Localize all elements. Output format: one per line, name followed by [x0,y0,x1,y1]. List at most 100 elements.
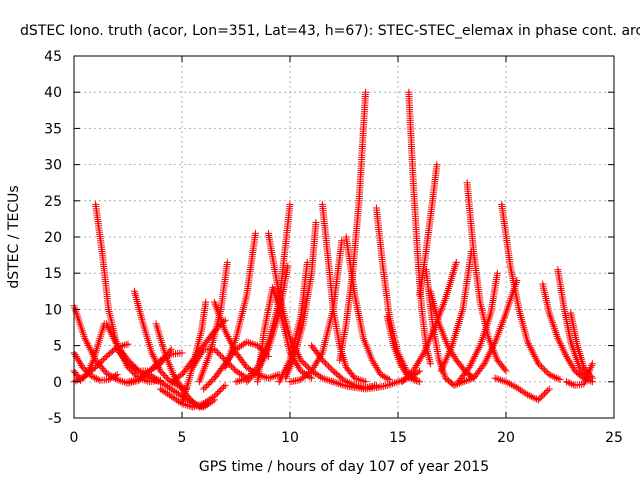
data-series [254,284,316,386]
data-point [243,338,251,346]
data-point [237,342,245,350]
data-point [130,370,138,378]
data-point [389,380,397,388]
axis-ticks [73,55,615,419]
data-point [215,350,223,358]
data-point [102,320,110,328]
data-series [459,276,521,386]
data-point [450,381,458,389]
data-point [286,334,294,342]
data-point [464,376,472,384]
data-point [74,356,82,364]
data-point [426,360,434,368]
data-point [525,392,533,400]
data-point [212,391,220,399]
data-point [490,340,498,348]
data-point [115,376,123,384]
data-point [311,369,319,377]
data-point [191,360,199,368]
data-series [329,367,424,393]
data-point [533,395,541,403]
data-point [541,366,549,374]
y-tick-label: 20 [44,230,62,246]
y-tick-label: 0 [53,375,62,391]
data-point [201,383,209,391]
data-point [236,377,244,385]
data-point [520,388,528,396]
data-point [95,360,103,368]
data-point [483,354,491,362]
data-point [409,376,417,384]
data-point [132,371,140,379]
data-point [189,403,197,411]
data-point [326,364,334,372]
data-point [513,384,521,392]
y-tick-label: 10 [44,302,62,318]
data-point [556,338,564,346]
data-point [165,391,173,399]
data-point [178,349,186,357]
data-point [315,372,323,380]
data-point [224,333,232,341]
data-point [109,333,117,341]
data-point [301,361,309,369]
data-point [493,269,501,277]
data-point [396,360,404,368]
data-point [525,342,533,350]
data-point [566,379,574,387]
data-point [174,373,182,381]
data-point [276,376,284,384]
data-point [155,377,163,385]
data-point [161,372,169,380]
data-point [189,363,197,371]
data-point [191,403,199,411]
y-tick-label: 30 [44,158,62,174]
data-point [527,393,535,401]
x-tick-label: 0 [70,430,79,446]
data-point [559,345,567,353]
data-point [158,369,166,377]
data-point [566,358,574,366]
data-point [104,324,112,331]
data-point [562,378,570,386]
data-point [312,360,320,368]
data-point [507,381,515,389]
data-point [190,362,198,370]
data-point [354,375,362,383]
data-series [146,371,218,411]
data-point [162,381,170,389]
data-point [308,374,316,382]
data-point [268,373,276,381]
data-point [303,362,311,370]
data-point [292,360,300,368]
data-point [250,340,258,348]
data-point [174,390,182,398]
data-point [298,358,306,366]
data-point [588,360,596,368]
data-point [106,327,114,335]
data-point [488,345,496,353]
data-point [461,377,469,385]
data-point [385,376,393,384]
data-point [545,371,553,379]
data-point [351,374,359,382]
data-point [452,258,460,266]
data-point [328,365,336,373]
data-point [158,386,166,394]
data-point [470,354,478,362]
data-point [286,200,294,208]
data-point [200,400,208,408]
data-point [480,360,488,368]
data-point [370,360,378,368]
data-point [162,373,170,381]
data-point [76,360,84,368]
data-series [422,266,467,389]
data-point [153,359,161,367]
data-point [284,262,292,270]
data-point [205,396,213,404]
data-point [169,371,177,379]
data-point [368,356,376,364]
data-point [171,387,179,395]
data-point [333,379,341,387]
data-point [113,371,121,379]
